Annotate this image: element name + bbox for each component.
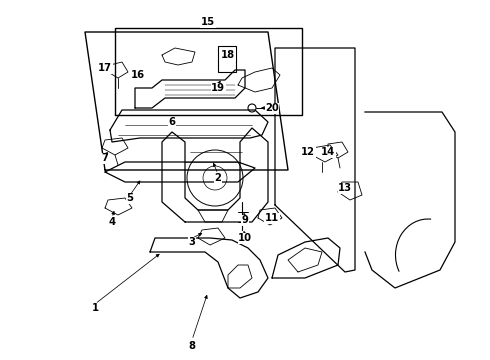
Text: 17: 17 <box>98 63 112 73</box>
Text: 20: 20 <box>265 103 279 113</box>
Text: 15: 15 <box>201 17 215 27</box>
Text: 14: 14 <box>321 147 335 157</box>
Text: 7: 7 <box>101 153 108 163</box>
Text: 4: 4 <box>108 217 116 227</box>
Text: 12: 12 <box>301 147 315 157</box>
Text: 5: 5 <box>126 193 133 203</box>
Text: 2: 2 <box>215 173 221 183</box>
Text: 11: 11 <box>265 213 279 223</box>
Text: 13: 13 <box>338 183 352 193</box>
Text: 6: 6 <box>169 117 175 127</box>
Text: 1: 1 <box>92 303 98 313</box>
Text: 8: 8 <box>189 341 196 351</box>
Text: 10: 10 <box>238 233 252 243</box>
Text: 18: 18 <box>221 50 235 60</box>
Text: 19: 19 <box>211 83 225 93</box>
Text: 9: 9 <box>242 215 248 225</box>
Text: 3: 3 <box>189 237 196 247</box>
Text: 16: 16 <box>131 70 145 80</box>
Bar <box>218 46 236 72</box>
